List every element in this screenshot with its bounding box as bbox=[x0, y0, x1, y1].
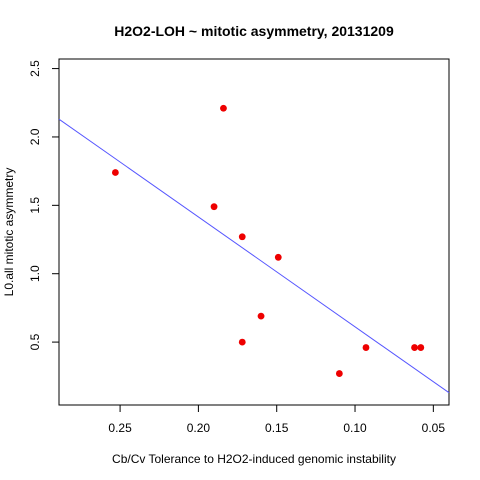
data-point bbox=[362, 344, 370, 351]
x-tick-label: 0.05 bbox=[422, 421, 446, 435]
data-point bbox=[238, 338, 246, 346]
chart-title: H2O2-LOH ~ mitotic asymmetry, 20131209 bbox=[114, 23, 394, 39]
y-axis: 0.5 1.0 1.5 2.0 2.5 bbox=[28, 60, 59, 350]
y-axis-label: L0.all mitotic asymmetry bbox=[2, 168, 16, 297]
y-tick-label: 0.5 bbox=[28, 333, 42, 350]
y-tick-label: 1.0 bbox=[28, 265, 42, 282]
x-tick-label: 0.10 bbox=[343, 421, 367, 435]
data-point bbox=[111, 169, 119, 176]
x-tick-label: 0.25 bbox=[108, 421, 132, 435]
data-point bbox=[210, 203, 218, 211]
y-tick-label: 2.5 bbox=[28, 60, 42, 77]
y-tick-label: 2.0 bbox=[28, 128, 42, 145]
x-axis-label: Cb/Cv Tolerance to H2O2-induced genomic … bbox=[112, 452, 396, 466]
data-point bbox=[238, 233, 246, 241]
data-point bbox=[220, 104, 227, 112]
x-axis: 0.25 0.20 0.15 0.10 0.05 bbox=[108, 405, 445, 435]
x-tick-label: 0.15 bbox=[265, 421, 289, 435]
regression-line-layer bbox=[58, 118, 450, 394]
data-point bbox=[411, 344, 418, 351]
data-point bbox=[335, 370, 343, 377]
plot-frame bbox=[58, 58, 450, 406]
data-point bbox=[257, 312, 265, 320]
data-point bbox=[274, 253, 282, 261]
x-tick-label: 0.20 bbox=[187, 421, 211, 435]
data-point bbox=[417, 344, 425, 351]
y-tick-label: 1.5 bbox=[28, 197, 42, 214]
regression-line bbox=[58, 118, 450, 394]
data-points-layer bbox=[111, 104, 425, 377]
